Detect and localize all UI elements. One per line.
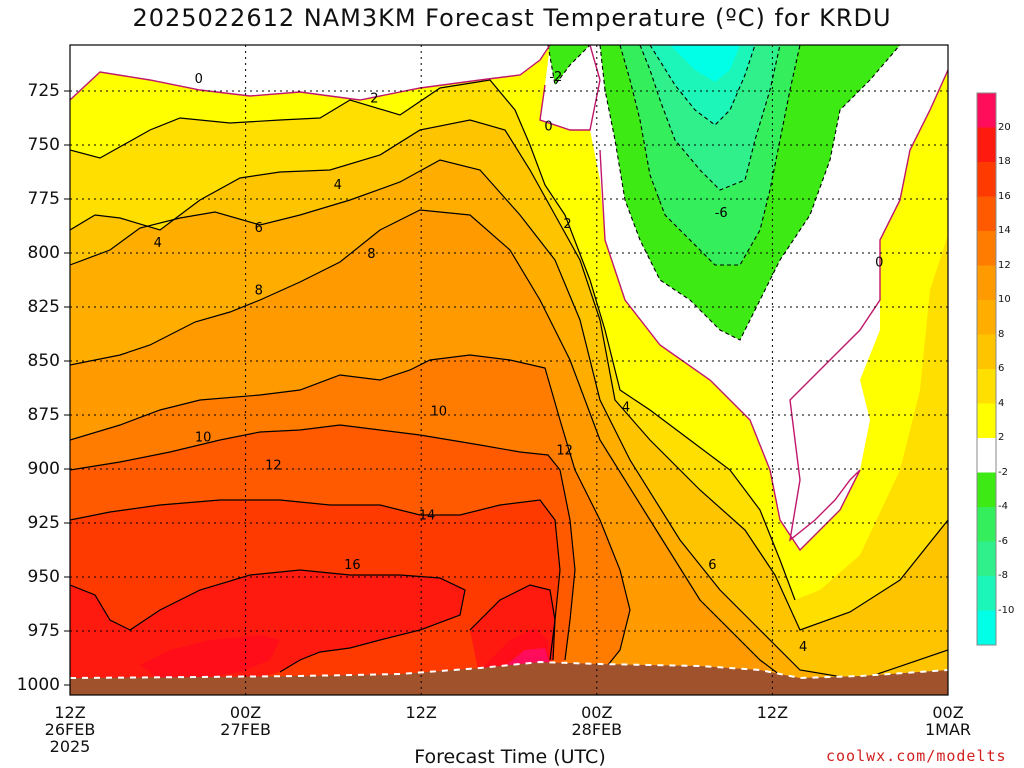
contour-label: 4 [799, 640, 807, 655]
colorbar-label: 6 [998, 363, 1005, 374]
contour-label: 10 [430, 405, 447, 420]
colorbar-label: -2 [998, 466, 1008, 478]
chart-title: 2025022612 NAM3KM Forecast Temperature (… [132, 4, 892, 32]
x-tick-label: 00Z [229, 703, 262, 722]
colorbar-label: 4 [998, 397, 1005, 409]
contour-label: 2 [563, 217, 571, 232]
contour-label: 6 [255, 221, 263, 236]
colorbar [976, 92, 997, 646]
y-tick-label: 825 [27, 297, 60, 317]
colorbar-swatch [977, 472, 996, 507]
watermark: coolwx.com/modelts [826, 747, 1007, 765]
y-tick-label: 800 [27, 243, 60, 263]
colorbar-label: 18 [998, 156, 1011, 167]
colorbar-label: -4 [998, 501, 1008, 512]
y-tick-label: 750 [27, 135, 60, 155]
colorbar-label: 8 [998, 328, 1005, 340]
y-tick-label: 725 [27, 81, 60, 101]
colorbar-swatch [977, 196, 996, 231]
colorbar-label: 10 [998, 294, 1011, 305]
x-tick-label: 00Z [581, 703, 613, 722]
x-tick-label: 12Z [54, 703, 86, 722]
contour-label: -2 [549, 70, 562, 85]
colorbar-swatch [977, 369, 996, 404]
contour-label: 0 [195, 72, 203, 87]
colorbar-label: 2 [998, 432, 1005, 443]
y-tick-label: 875 [27, 405, 60, 425]
plot-frame [69, 44, 949, 696]
colorbar-label: -8 [998, 570, 1008, 581]
x-tick-label: 28FEB [571, 720, 623, 739]
x-tick-label: 12Z [756, 703, 789, 722]
band-below-neg10 [670, 45, 740, 82]
contour-label: 2 [370, 91, 378, 106]
contour-label: 16 [344, 558, 361, 573]
y-tick-label: 900 [27, 459, 60, 479]
band-18-20 [140, 628, 550, 680]
x-tick-label: 2025 [49, 737, 91, 756]
contour-label: 0 [544, 120, 552, 135]
contour-label: 4 [622, 400, 630, 415]
colorbar-label: 14 [998, 225, 1011, 236]
x-tick-label: 12Z [405, 703, 437, 722]
y-tick-label: 850 [27, 351, 60, 371]
colorbar-swatch [977, 300, 996, 335]
y-tick-label: 775 [27, 189, 60, 209]
colorbar-swatch [977, 403, 996, 438]
colorbar-label: 12 [998, 259, 1011, 271]
y-tick-label: 950 [27, 567, 60, 587]
colorbar-swatch [977, 438, 996, 473]
y-tick-label: 975 [27, 621, 60, 641]
contour-label: 4 [154, 236, 162, 251]
x-tick-label: 1MAR [924, 720, 972, 739]
colorbar-swatch [977, 610, 996, 645]
colorbar-swatch [977, 541, 996, 576]
x-axis-label: Forecast Time (UTC) [414, 746, 606, 768]
colorbar-label: -6 [998, 535, 1008, 547]
colorbar-swatch [977, 265, 996, 300]
contour-label: 14 [419, 508, 436, 523]
x-tick-label: 26FEB [44, 720, 96, 739]
colorbar-label: 20 [998, 121, 1011, 133]
x-tick-label: 00Z [932, 703, 964, 722]
x-tick-label: 27FEB [220, 720, 271, 739]
colorbar-swatch [977, 334, 996, 369]
colorbar-label: -10 [998, 604, 1015, 616]
contour-label: 6 [708, 558, 716, 573]
colorbar-swatch [977, 127, 996, 162]
colorbar-swatch [977, 576, 996, 611]
contour-label: -6 [715, 206, 728, 221]
contour-label: 4 [334, 178, 342, 193]
colorbar-swatch [977, 231, 996, 266]
contour-label: 12 [265, 459, 282, 474]
y-tick-label: 1000 [16, 675, 60, 695]
colorbar-swatch [977, 507, 996, 542]
colorbar-swatch [977, 93, 996, 128]
colorbar-frame [976, 92, 997, 646]
ground [70, 662, 948, 695]
y-tick-label: 925 [27, 513, 60, 533]
contour-label: 8 [255, 284, 263, 299]
contour-label: 12 [556, 444, 573, 459]
contour-label: 10 [195, 431, 212, 446]
grid [70, 45, 948, 695]
colorbar-swatch [977, 162, 996, 197]
contour-label: 8 [367, 247, 375, 262]
colorbar-label: 16 [998, 190, 1011, 202]
contour-label: 0 [875, 256, 883, 271]
